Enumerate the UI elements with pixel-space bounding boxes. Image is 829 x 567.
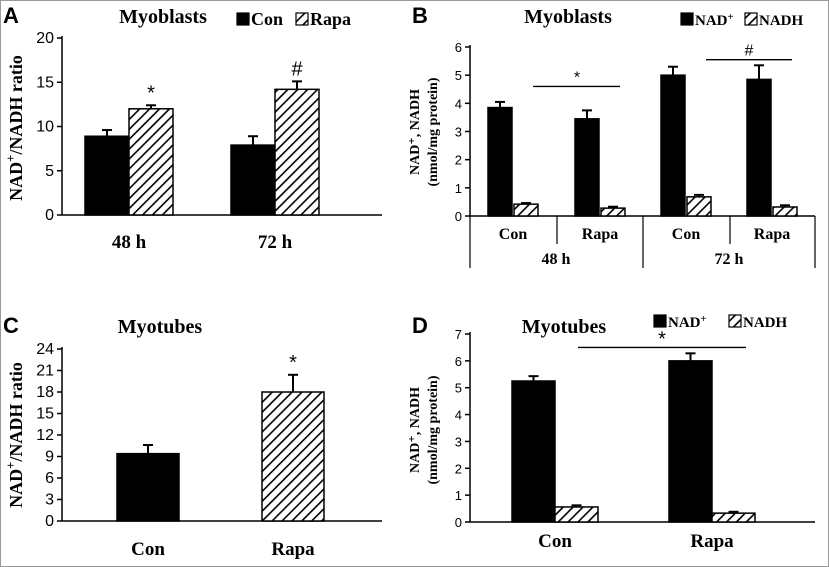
panel-b-bar-nadh: [686, 196, 712, 217]
panel-d-bar-nad: [511, 380, 556, 523]
panel-d-legend-swatch-nad: [653, 314, 667, 328]
panel-b-legend-swatch-nadh: [744, 12, 758, 26]
panel-b-y-label-line1: NAD⁺, NADH: [408, 89, 423, 175]
panel-d-x-tick-label: Rapa: [690, 531, 734, 552]
panel-a-y-tick-label: 15: [36, 74, 54, 91]
panel-b-title: Myoblasts: [524, 6, 612, 28]
panel-b-y-tick-label: 5: [455, 68, 462, 83]
panel-d-y-label-line1: NAD⁺, NADH: [408, 387, 423, 473]
panel-a-legend-rapa: Rapa: [310, 9, 351, 29]
panel-c-x-tick-label: Con: [131, 539, 165, 560]
panel-d-legend-nadh: NADH: [743, 315, 787, 331]
panel-b-bar-nadh: [772, 206, 798, 217]
panel-a-legend-swatch-con: [236, 12, 250, 26]
panel-c-y-tick-label: 18: [36, 384, 54, 401]
panel-d-title: Myotubes: [522, 316, 607, 338]
panel-a-legend-con: Con: [251, 9, 283, 29]
panel-d-bar-nadh: [554, 506, 599, 523]
panel-c-y-label: NAD+/NADH ratio: [4, 362, 26, 508]
panel-c-letter: C: [3, 313, 19, 338]
panel-b-y-tick-label: 4: [455, 96, 462, 111]
panel-b-bar-nadh: [600, 207, 626, 217]
panel-b-x-tick-label: Con: [672, 226, 701, 243]
panel-a-bar-con: [230, 144, 276, 216]
panel-d-y-tick-label: 1: [455, 488, 462, 503]
panel-c-y-tick-label: 24: [36, 341, 54, 358]
panel-c-significance-star: *: [289, 352, 297, 374]
panel-b-x-tick-label: Con: [499, 226, 528, 243]
panel-a-y-tick-label: 5: [45, 163, 54, 180]
panel-b-y-tick-label: 3: [455, 125, 462, 140]
panel-d-y-tick-label: 0: [455, 515, 462, 530]
panel-c-y-tick-label: 21: [36, 363, 54, 380]
panel-d-significance-star: *: [658, 328, 666, 350]
panel-a-y-tick-label: 0: [45, 207, 54, 224]
panel-c-bar-rapa: [261, 391, 325, 522]
panel-d-legend-nad: NAD+: [668, 314, 707, 332]
panel-d-y-label-line2: (nmol/mg protein): [426, 375, 441, 484]
panel-b-legend-nad: NAD+: [695, 12, 734, 30]
panel-d-x-tick-label: Con: [538, 531, 572, 552]
panel-a-significance-star: *: [147, 82, 155, 104]
panel-a-letter: A: [3, 3, 19, 28]
panel-b-group-label-48h: 48 h: [542, 251, 571, 268]
panel-c-y-tick-label: 9: [45, 449, 54, 466]
panel-c-y-tick-label: 6: [45, 470, 54, 487]
panel-b-legend-swatch-nad: [680, 12, 694, 26]
panel-d-y-tick-label: 5: [455, 381, 462, 396]
panel-a-y-tick-label: 10: [36, 119, 54, 136]
panel-b-letter: B: [412, 3, 428, 28]
panel-a-title: Myoblasts: [119, 6, 207, 28]
panel-d-bar-nad: [668, 360, 713, 523]
panel-b-legend-nadh: NADH: [759, 13, 803, 29]
panel-c-y-tick-label: 0: [45, 513, 54, 530]
panel-b-group-label-72h: 72 h: [715, 251, 744, 268]
panel-b-y-tick-label: 6: [455, 40, 462, 55]
panel-c-y-tick-label: 3: [45, 492, 54, 509]
panel-a-x-tick-label: 48 h: [112, 232, 147, 253]
panel-d-y-tick-label: 6: [455, 354, 462, 369]
panel-a-significance-hash: #: [291, 58, 303, 80]
panel-b-y-label-line2: (nmol/mg protein): [426, 77, 441, 186]
panel-b-bar-nad: [487, 106, 513, 217]
panel-d-y-tick-label: 7: [455, 327, 462, 342]
panel-c-title: Myotubes: [118, 316, 203, 338]
panel-c-bar-con: [116, 452, 180, 522]
panel-a-bar-rapa: [128, 108, 174, 216]
panel-b-bar-nad: [574, 118, 600, 217]
panel-a-y-tick-label: 20: [36, 30, 54, 47]
panel-d-y-tick-label: 2: [455, 461, 462, 476]
panel-c-y-tick-label: 12: [36, 427, 54, 444]
panel-a-legend-swatch-rapa: [295, 12, 309, 26]
panel-d-bar-nadh: [711, 512, 756, 523]
panel-d-letter: D: [412, 313, 428, 338]
panel-d-legend-swatch-nadh: [728, 314, 742, 328]
panel-b-significance-hash: #: [745, 43, 754, 60]
panel-b-bar-nadh: [513, 203, 539, 217]
panel-b-y-tick-label: 0: [455, 209, 462, 224]
panel-c-x-tick-label: Rapa: [271, 539, 315, 560]
panel-a-bar-con: [84, 135, 130, 216]
panel-d-y-tick-label: 4: [455, 408, 462, 423]
panel-a-x-tick-label: 72 h: [258, 232, 293, 253]
panel-b-significance-star: *: [574, 69, 580, 86]
panel-c-y-tick-label: 15: [36, 406, 54, 423]
panel-b-bar-nad: [660, 74, 686, 217]
panel-d-y-tick-label: 3: [455, 434, 462, 449]
panel-a-bar-rapa: [274, 88, 320, 216]
panel-b-y-tick-label: 1: [455, 181, 462, 196]
panel-b-y-tick-label: 2: [455, 153, 462, 168]
panel-a-y-label: NAD+/NADH ratio: [4, 55, 26, 201]
panel-b-x-tick-label: Rapa: [582, 226, 618, 243]
panel-b-x-tick-label: Rapa: [754, 226, 790, 243]
panel-b-bar-nad: [746, 78, 772, 217]
